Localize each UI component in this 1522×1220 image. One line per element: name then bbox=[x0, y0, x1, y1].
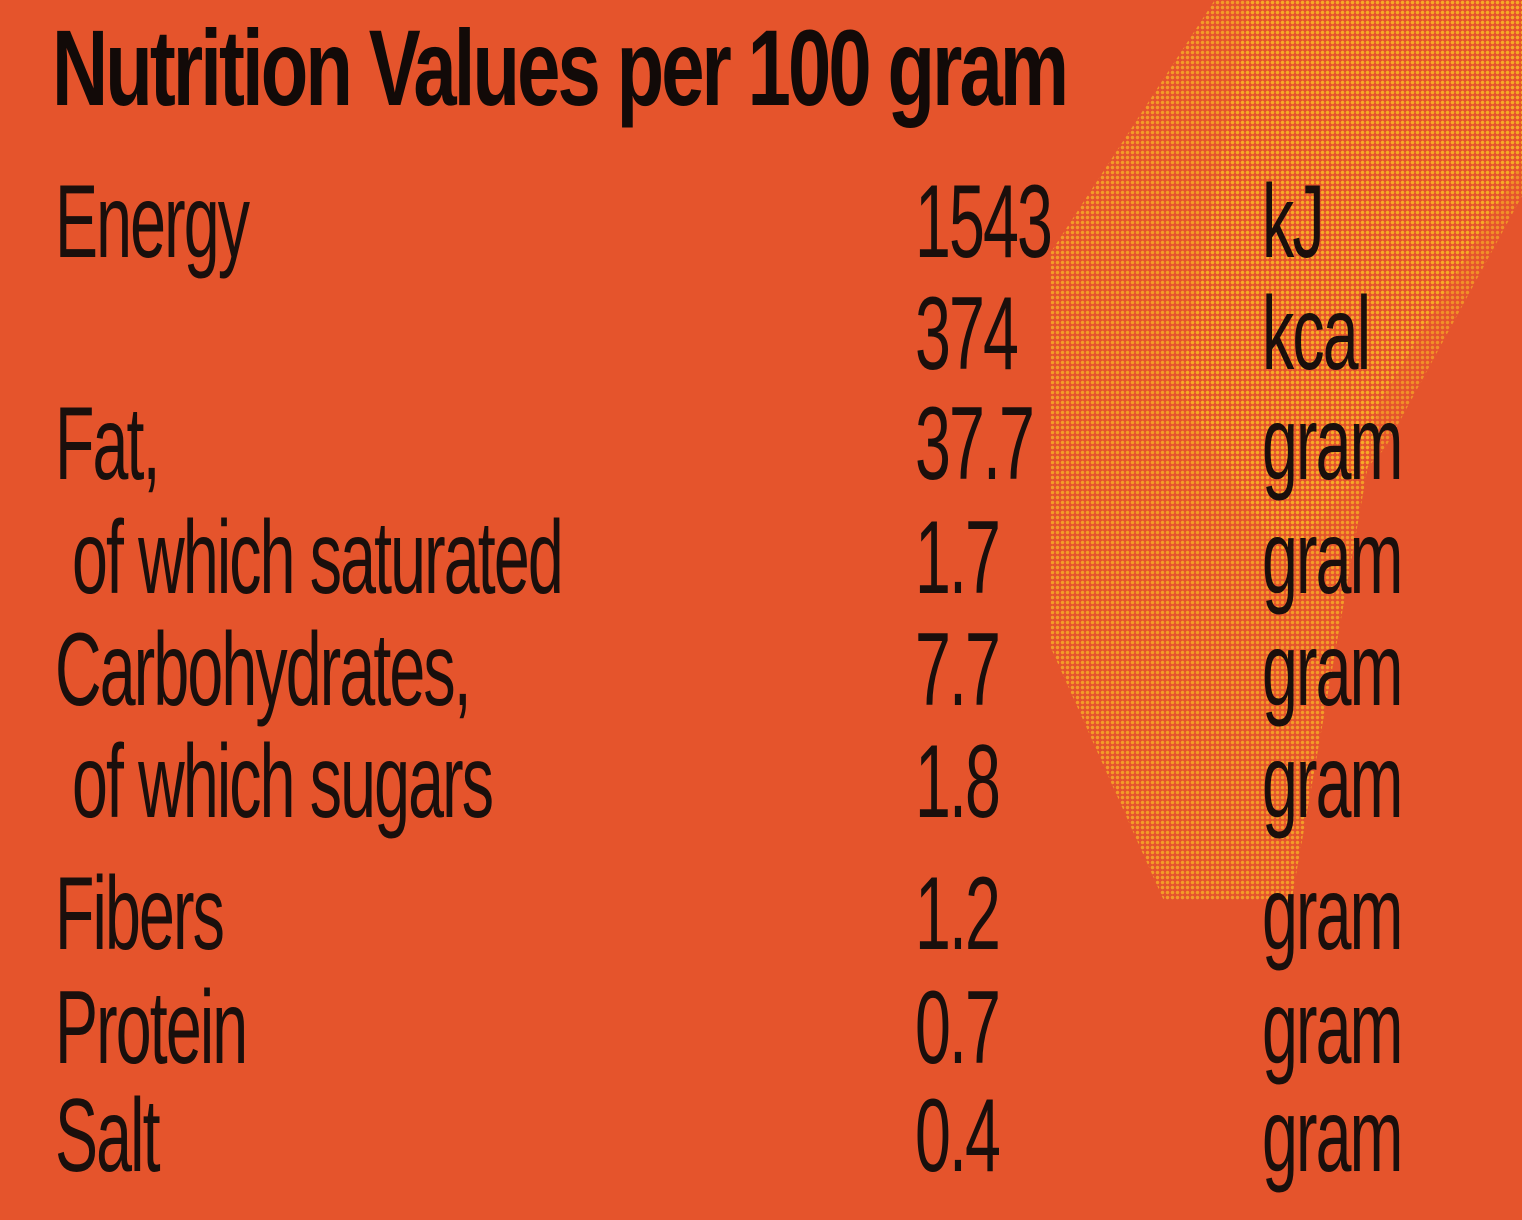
row-value: 1.7 bbox=[915, 500, 1001, 616]
table-row-energy-kcal: 374 kcal bbox=[0, 282, 1522, 392]
row-value: 374 bbox=[915, 276, 1019, 392]
row-unit: gram bbox=[1262, 856, 1403, 972]
row-label: of which sugars bbox=[72, 724, 494, 840]
row-value: 1.2 bbox=[915, 856, 1001, 972]
table-row-carbohydrates: Carbohydrates, 7.7 gram bbox=[0, 618, 1522, 728]
table-row-protein: Protein 0.7 gram bbox=[0, 976, 1522, 1086]
table-row-sugars: of which sugars 1.8 gram bbox=[0, 730, 1522, 840]
row-unit: gram bbox=[1262, 386, 1403, 502]
table-row-fat: Fat, 37.7 gram bbox=[0, 392, 1522, 502]
table-title: Nutrition Values per 100 gram bbox=[52, 7, 1069, 128]
row-value: 0.7 bbox=[915, 970, 1001, 1086]
row-value: 1543 bbox=[915, 164, 1053, 280]
row-label: Fibers bbox=[55, 856, 225, 972]
row-unit: gram bbox=[1262, 970, 1403, 1086]
row-unit: kcal bbox=[1262, 276, 1371, 392]
table-row-salt: Salt 0.4 gram bbox=[0, 1084, 1522, 1194]
row-value: 37.7 bbox=[915, 386, 1035, 502]
row-label: Energy bbox=[55, 164, 250, 280]
row-label: Carbohydrates, bbox=[55, 612, 472, 728]
row-label: Protein bbox=[55, 970, 248, 1086]
row-unit: gram bbox=[1262, 500, 1403, 616]
row-label: Salt bbox=[55, 1078, 161, 1194]
table-row-saturated: of which saturated 1.7 gram bbox=[0, 506, 1522, 616]
row-value: 1.8 bbox=[915, 724, 1001, 840]
table-row-fibers: Fibers 1.2 gram bbox=[0, 862, 1522, 972]
row-label: of which saturated bbox=[72, 500, 564, 616]
row-value: 7.7 bbox=[915, 612, 1001, 728]
table-row-energy-kj: Energy 1543 kJ bbox=[0, 170, 1522, 280]
row-unit: kJ bbox=[1262, 164, 1325, 280]
row-unit: gram bbox=[1262, 724, 1403, 840]
row-value: 0.4 bbox=[915, 1078, 1001, 1194]
row-label: Fat, bbox=[55, 386, 160, 502]
row-unit: gram bbox=[1262, 1078, 1403, 1194]
row-unit: gram bbox=[1262, 612, 1403, 728]
